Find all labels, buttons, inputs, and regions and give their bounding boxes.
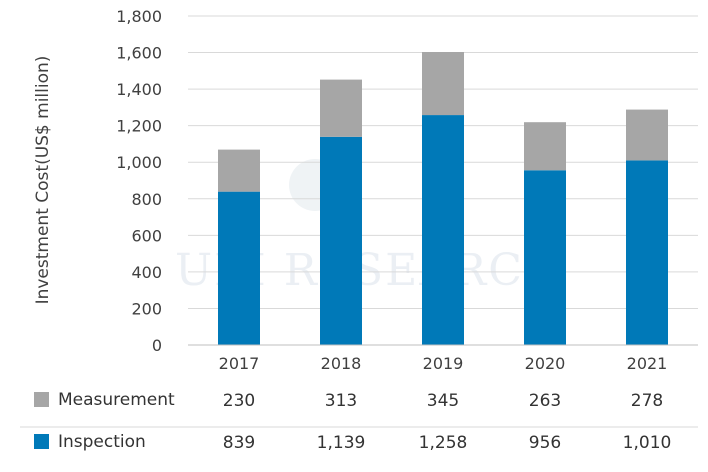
y-tick-label: 1,400 [116,80,162,99]
bar-measurement [524,122,566,171]
y-tick-label: 400 [131,263,162,282]
bar-inspection [422,115,464,345]
bar-inspection [524,170,566,345]
y-axis-ticks: 0 200 400 600 800 1,000 1,200 1,400 1,600 1,800 [116,7,162,355]
x-tick-label: 2020 [525,354,566,373]
y-tick-label: 1,800 [116,7,162,26]
y-tick-label: 600 [131,226,162,245]
y-tick-label: 200 [131,299,162,318]
table-cell: 263 [529,391,561,411]
table-cell: 278 [631,391,663,411]
table-cell: 1,139 [317,433,366,453]
y-tick-label: 800 [131,190,162,209]
table-cell: 1,258 [419,433,468,453]
bars [218,52,668,345]
legend-swatch [34,434,49,449]
bar-measurement [218,149,260,192]
table-cell: 230 [223,391,255,411]
y-tick-label: 1,000 [116,153,162,172]
x-tick-label: 2019 [423,354,464,373]
bar-measurement [422,52,464,116]
x-tick-label: 2021 [627,354,668,373]
table-cell: 313 [325,391,357,411]
bar-measurement [626,109,668,161]
y-axis-label: Investment Cost(US$ million) [33,56,53,305]
data-table: Measurement 230 313 345 263 278 Inspection 839 1… [20,390,698,453]
table-cell: 956 [529,433,561,453]
y-tick-label: 1,200 [116,117,162,136]
x-tick-label: 2017 [219,354,260,373]
legend-label: Measurement [58,390,175,410]
y-tick-label: 0 [152,336,162,355]
bar-inspection [320,136,362,345]
legend-label: Inspection [58,432,146,452]
bar-measurement [320,79,362,137]
x-tick-label: 2018 [321,354,362,373]
y-tick-label: 1,600 [116,44,162,63]
x-axis-ticks: 2017 2018 2019 2020 2021 [219,354,668,373]
table-cell: 345 [427,391,459,411]
bar-inspection [626,160,668,345]
table-cell: 839 [223,433,255,453]
table-cell: 1,010 [623,433,672,453]
bar-inspection [218,191,260,345]
legend-swatch [34,392,49,407]
